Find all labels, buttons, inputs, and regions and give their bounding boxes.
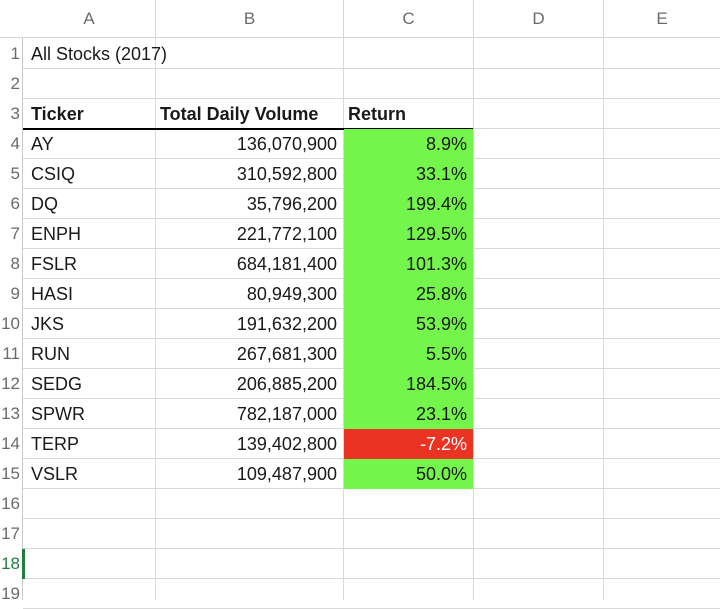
return-cell[interactable]: -7.2% (344, 429, 473, 459)
header-volume-cell[interactable]: Total Daily Volume (160, 104, 319, 124)
return-cell[interactable]: 8.9% (344, 129, 473, 159)
row-number[interactable]: 7 (10, 224, 20, 243)
volume-cell[interactable]: 221,772,100 (236, 224, 337, 244)
row-number[interactable]: 13 (1, 404, 20, 423)
gridline-col-c-d (473, 38, 474, 600)
volume-cell[interactable]: 139,402,800 (236, 434, 337, 454)
return-cell[interactable]: 129.5% (344, 219, 473, 249)
volume-cell[interactable]: 684,181,400 (236, 254, 337, 274)
gridline-col-d-e (603, 38, 604, 600)
column-header-c[interactable]: C (344, 0, 474, 37)
row-number[interactable]: 16 (1, 494, 20, 513)
return-cell[interactable]: 33.1% (344, 159, 473, 189)
volume-cell[interactable]: 136,070,900 (236, 134, 337, 154)
row-number[interactable]: 2 (10, 74, 20, 93)
row-number[interactable]: 18 (1, 554, 20, 573)
row-number[interactable]: 14 (1, 434, 20, 453)
header-return-cell[interactable]: Return (348, 104, 406, 124)
row-number[interactable]: 4 (10, 134, 20, 153)
return-cell[interactable]: 184.5% (344, 369, 473, 399)
ticker-cell[interactable]: SPWR (31, 404, 85, 424)
row-number[interactable]: 12 (1, 374, 20, 393)
return-cell[interactable]: 199.4% (344, 189, 473, 219)
row-number[interactable]: 10 (1, 314, 20, 333)
gridline-col-a-b (155, 38, 156, 600)
column-header-a[interactable]: A (23, 0, 156, 37)
volume-cell[interactable]: 782,187,000 (236, 404, 337, 424)
ticker-cell[interactable]: AY (31, 134, 54, 154)
ticker-cell[interactable]: VSLR (31, 464, 79, 484)
column-header-d[interactable]: D (474, 0, 604, 37)
ticker-cell[interactable]: JKS (31, 314, 65, 334)
row-number[interactable]: 1 (10, 44, 20, 63)
gridline-col-b-c (343, 38, 344, 600)
active-cell-indicator (22, 549, 25, 579)
row-number[interactable]: 8 (10, 254, 20, 273)
gridline-row (23, 68, 720, 69)
ticker-cell[interactable]: TERP (31, 434, 80, 454)
ticker-cell[interactable]: CSIQ (31, 164, 76, 184)
gridline-row (23, 578, 720, 579)
gridline-row (23, 548, 720, 549)
column-header-e[interactable]: E (656, 9, 668, 28)
gridline-row (23, 518, 720, 519)
row-number[interactable]: 3 (10, 104, 20, 123)
ticker-cell[interactable]: FSLR (31, 254, 78, 274)
ticker-cell[interactable]: DQ (31, 194, 58, 214)
column-header-bar: A B C D E (0, 0, 720, 38)
ticker-cell[interactable]: ENPH (31, 224, 82, 244)
return-cell[interactable]: 25.8% (344, 279, 473, 309)
ticker-cell[interactable]: HASI (31, 284, 74, 304)
volume-cell[interactable]: 109,487,900 (236, 464, 337, 484)
row-number[interactable]: 5 (10, 164, 20, 183)
row-header-divider (22, 38, 23, 600)
header-ticker-cell[interactable]: Ticker (31, 104, 84, 124)
volume-cell[interactable]: 80,949,300 (246, 284, 337, 304)
volume-cell[interactable]: 267,681,300 (236, 344, 337, 364)
row-number[interactable]: 15 (1, 464, 20, 483)
return-cell[interactable]: 23.1% (344, 399, 473, 429)
row-number[interactable]: 19 (1, 584, 20, 603)
return-cell[interactable]: 53.9% (344, 309, 473, 339)
column-header-b[interactable]: B (156, 0, 344, 37)
return-cell[interactable]: 101.3% (344, 249, 473, 279)
ticker-cell[interactable]: SEDG (31, 374, 83, 394)
gridline-row (23, 98, 720, 99)
row-number[interactable]: 11 (2, 344, 20, 363)
row-number[interactable]: 9 (10, 284, 20, 303)
volume-cell[interactable]: 191,632,200 (236, 314, 337, 334)
ticker-cell[interactable]: RUN (31, 344, 70, 364)
sheet-title-cell[interactable]: All Stocks (2017) (31, 44, 168, 64)
return-cell[interactable]: 50.0% (344, 459, 473, 489)
return-cell[interactable]: 5.5% (344, 339, 473, 369)
volume-cell[interactable]: 310,592,800 (236, 164, 337, 184)
header-bottom-border (23, 128, 473, 130)
row-number[interactable]: 6 (10, 194, 20, 213)
row-number[interactable]: 17 (1, 524, 20, 543)
volume-cell[interactable]: 35,796,200 (246, 194, 337, 214)
volume-cell[interactable]: 206,885,200 (236, 374, 337, 394)
